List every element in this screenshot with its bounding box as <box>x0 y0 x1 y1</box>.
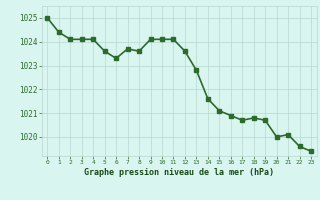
X-axis label: Graphe pression niveau de la mer (hPa): Graphe pression niveau de la mer (hPa) <box>84 168 274 177</box>
